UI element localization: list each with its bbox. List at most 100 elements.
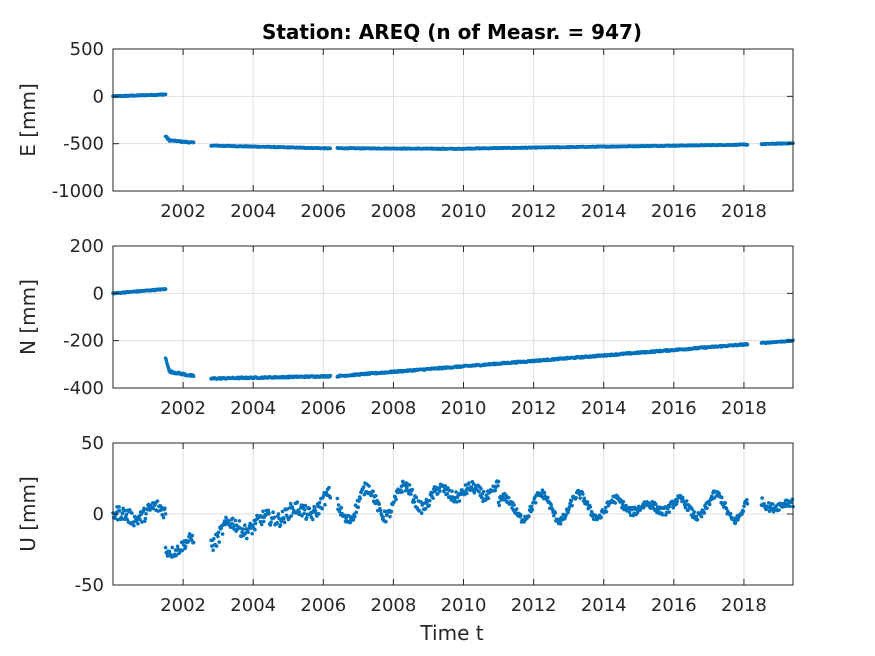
data-point (409, 492, 413, 496)
x-tick-label: 2002 (160, 398, 206, 419)
data-point (323, 503, 327, 507)
data-point (259, 522, 264, 527)
x-tick-label: 2012 (511, 398, 557, 419)
data-point (251, 523, 255, 527)
data-point (130, 511, 134, 515)
data-point (123, 508, 127, 513)
data-point (717, 491, 721, 496)
data-point (216, 534, 220, 539)
data-point (581, 492, 585, 496)
data-point (132, 523, 136, 528)
data-point (214, 544, 219, 548)
data-point (392, 500, 396, 504)
data-point (303, 503, 308, 508)
data-point (733, 521, 738, 526)
data-point (552, 513, 556, 518)
data-point (588, 505, 593, 509)
data-point (220, 532, 225, 536)
series-e (111, 92, 795, 152)
data-point (125, 517, 129, 522)
data-point (481, 489, 486, 494)
data-point (436, 491, 440, 496)
x-tick-label: 2002 (160, 201, 206, 222)
data-point (745, 142, 750, 147)
data-point (574, 495, 578, 500)
x-tick-label: 2016 (651, 595, 697, 616)
data-point (400, 490, 404, 494)
data-point (467, 481, 471, 485)
data-point (224, 515, 228, 520)
x-tick-label: 2006 (300, 201, 346, 222)
data-point (160, 512, 165, 517)
data-point (148, 508, 152, 512)
data-point (321, 493, 326, 498)
data-point (351, 518, 356, 522)
data-point (174, 553, 179, 558)
data-point (724, 506, 729, 511)
data-point (302, 511, 306, 516)
data-point (427, 498, 432, 503)
data-point (777, 508, 781, 512)
x-tick-label: 2010 (441, 398, 487, 419)
data-point (664, 510, 669, 515)
data-point (230, 516, 235, 521)
data-point (771, 502, 775, 506)
x-tick-label: 2016 (651, 398, 697, 419)
data-point (358, 496, 363, 501)
data-point (546, 495, 550, 500)
data-point (606, 503, 611, 508)
data-point (119, 517, 124, 521)
data-point (339, 505, 344, 510)
data-point (131, 520, 136, 524)
data-point (744, 498, 749, 502)
data-point (450, 489, 454, 493)
data-point (549, 502, 553, 507)
data-point (282, 516, 286, 521)
data-point (155, 499, 160, 503)
data-point (564, 513, 568, 517)
data-point (328, 146, 333, 151)
data-point (668, 504, 672, 509)
data-point (136, 521, 140, 526)
data-point (285, 507, 290, 511)
data-point (315, 514, 319, 518)
data-point (694, 514, 698, 519)
axes-box (112, 245, 794, 389)
data-point (787, 504, 792, 509)
data-point (438, 489, 442, 493)
x-tick-label: 2006 (300, 595, 346, 616)
data-point (313, 506, 317, 510)
data-point (471, 482, 476, 486)
data-point (140, 520, 144, 524)
data-point (567, 505, 572, 509)
data-point (512, 503, 516, 507)
data-point (164, 358, 169, 363)
data-point (269, 520, 273, 524)
data-point (246, 530, 250, 535)
data-point (353, 514, 357, 519)
data-point (483, 498, 488, 502)
data-point (566, 510, 570, 515)
data-point (163, 512, 168, 516)
data-point (354, 510, 359, 515)
data-point (745, 342, 750, 347)
data-point (156, 509, 160, 513)
data-point (289, 514, 294, 518)
data-point (667, 510, 671, 514)
data-point (519, 513, 523, 517)
data-point (288, 501, 293, 506)
data-point (486, 496, 491, 501)
data-point (128, 508, 132, 512)
data-point (599, 515, 603, 520)
data-point (741, 509, 746, 514)
data-point (290, 506, 295, 510)
y-tick-label: 50 (81, 433, 104, 454)
data-point (167, 549, 172, 554)
y-axis-label: U [mm] (16, 476, 40, 552)
data-point (437, 486, 442, 491)
x-tick-label: 2004 (230, 201, 276, 222)
x-tick-label: 2006 (300, 398, 346, 419)
data-point (675, 499, 680, 503)
data-point (245, 536, 249, 541)
data-point (237, 519, 242, 523)
